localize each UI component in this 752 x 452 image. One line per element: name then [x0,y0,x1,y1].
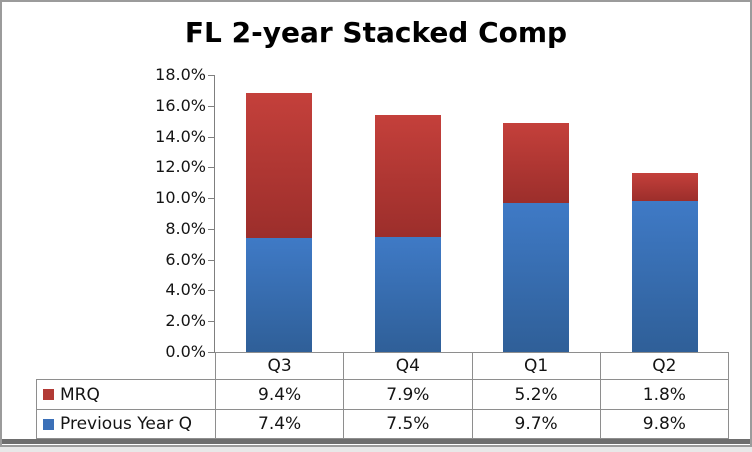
y-tick-label: 8.0% [165,218,206,238]
bar-segment-previous-year-q [632,201,698,352]
bar-segment-mrq [375,115,441,237]
value-cell: 7.9% [343,380,471,409]
y-axis-tick [208,352,215,353]
y-axis-tick [208,75,215,76]
value-cell: 5.2% [471,380,600,409]
y-axis-tick [208,259,215,261]
category-label-cell: Q3 [215,353,343,379]
window-bottom-edge [2,439,750,444]
y-tick-label: 16.0% [155,95,206,115]
y-tick-label: 14.0% [155,126,206,146]
bar-segment-mrq [503,123,569,203]
y-axis-tick [208,105,215,107]
value-cell: 7.5% [343,410,471,438]
bar-segment-previous-year-q [375,237,441,352]
category-label-cell: Q4 [343,353,471,379]
y-tick-label: 12.0% [155,157,206,177]
chart-title: FL 2-year Stacked Comp [184,15,568,49]
category-label-cell: Q1 [471,353,600,379]
category-label-cell: Q2 [599,353,729,379]
y-axis-tick [208,198,215,200]
value-cell: 9.8% [599,410,729,438]
y-axis-tick [208,167,215,169]
value-cell: 9.4% [215,380,343,409]
y-tick-label: 2.0% [165,311,206,331]
y-axis-tick [208,290,215,292]
y-axis-tick [208,321,215,323]
legend-swatch-mrq [43,389,54,400]
y-tick-label: 10.0% [155,188,206,208]
legend-cell: MRQ [36,380,215,409]
legend-swatch-previous-year-q [43,418,54,430]
table-series-row: MRQ 9.4% 7.9% 5.2% 1.8% [36,379,729,409]
value-cell: 1.8% [599,380,729,409]
legend-series-name: MRQ [60,384,100,405]
legend-series-name: Previous Year Q [60,414,193,434]
bar-segment-previous-year-q [503,203,569,352]
y-tick-label: 0.0% [165,342,206,361]
table-category-row: Q3 Q4 Q1 Q2 [215,352,729,379]
value-cell: 9.7% [471,410,600,438]
value-cell: 7.4% [215,410,343,438]
bar-segment-mrq [632,173,698,201]
y-axis-tick [208,228,215,230]
y-tick-label: 6.0% [165,249,206,269]
legend-cell: Previous Year Q [36,410,215,438]
y-axis-tick [208,136,215,138]
y-axis-line [214,75,215,352]
y-tick-label: 4.0% [165,280,206,300]
table-series-row: Previous Year Q 7.4% 7.5% 9.7% 9.8% [36,409,729,439]
bar-segment-previous-year-q [246,238,312,352]
bar-segment-mrq [246,93,312,238]
y-tick-label: 18.0% [155,65,206,84]
